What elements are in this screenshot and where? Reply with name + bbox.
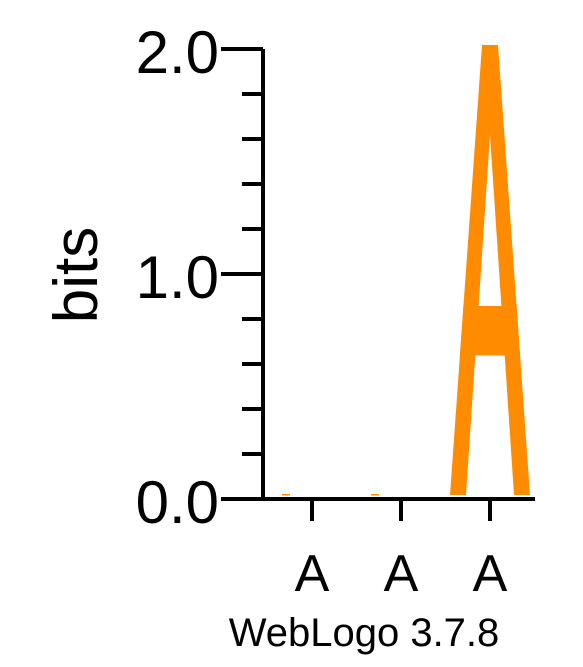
y-ticks: 0.0 1.0 2.0	[136, 19, 263, 536]
letter-crossbar	[459, 306, 521, 356]
letter-a-glyph	[450, 45, 530, 495]
letter-mark	[282, 494, 290, 496]
x-tick-label: A	[295, 545, 330, 603]
letter-a-glyph	[282, 494, 290, 496]
letter-stacks	[282, 45, 530, 496]
letter-a-glyph	[371, 494, 379, 496]
letter-stroke	[484, 45, 530, 495]
y-tick-label: 1.0	[136, 244, 219, 311]
letter-stroke	[450, 45, 496, 495]
x-tick-label: A	[384, 545, 419, 603]
y-tick-label: 2.0	[136, 19, 219, 86]
y-axis-label: bits	[42, 227, 111, 323]
letter-mark	[371, 494, 379, 496]
x-tick-label: A	[473, 545, 508, 603]
footer-label: WebLogo 3.7.8	[229, 611, 500, 655]
y-tick-label: 0.0	[136, 469, 219, 536]
y-axis: 0.0 1.0 2.0	[136, 19, 265, 536]
